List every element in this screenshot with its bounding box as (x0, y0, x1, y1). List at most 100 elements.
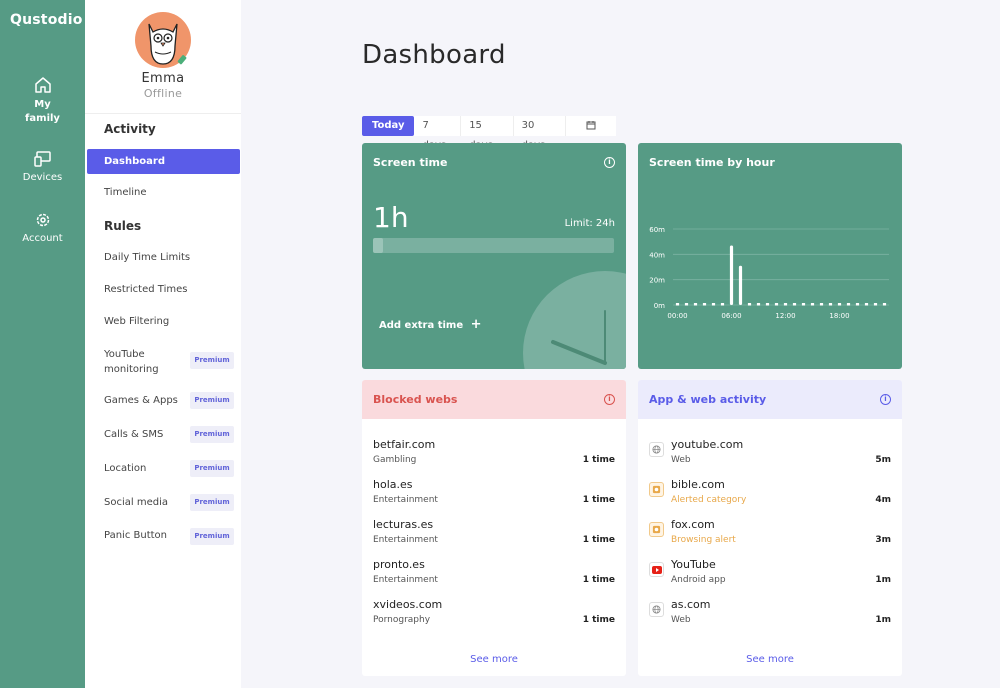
menu-games-apps[interactable]: Games & Apps (104, 395, 178, 406)
rail-devices[interactable]: Devices (0, 150, 85, 183)
screen-time-title: Screen time (373, 156, 448, 169)
rail-my-family[interactable]: My family (0, 76, 85, 126)
hour-bar[interactable] (810, 303, 815, 306)
block-count: 1 time (582, 615, 615, 625)
screen-time-value: 1h (373, 201, 409, 234)
x-tick-label: 06:00 (721, 312, 741, 320)
profile-name: Emma (141, 71, 185, 86)
profile-status: Offline (143, 87, 183, 100)
usage-time: 1m (875, 575, 891, 585)
app-name: bible.com (671, 478, 725, 491)
info-icon[interactable]: i (604, 157, 615, 168)
rail-account[interactable]: Account (0, 211, 85, 244)
hour-bar[interactable] (702, 303, 707, 306)
hour-bar[interactable] (864, 303, 869, 306)
calendar-icon (586, 121, 596, 130)
youtube-icon (649, 562, 664, 577)
app-name: YouTube (671, 558, 716, 571)
screen-time-limit: Limit: 24h (564, 218, 615, 229)
app-activity-see-more-link[interactable]: See more (746, 654, 794, 665)
site-category: Pornography (373, 615, 431, 625)
hour-bar[interactable] (774, 303, 779, 306)
hour-bar[interactable] (801, 303, 806, 306)
info-icon[interactable]: i (880, 394, 891, 405)
blocked-webs-see-more-link[interactable]: See more (470, 654, 518, 665)
hour-chart: 0m 20m 40m 60m 00:00 06:00 12:00 18:00 (649, 226, 889, 320)
list-item[interactable]: lecturas.es Entertainment 1 time (362, 518, 626, 558)
add-extra-time-button[interactable]: Add extra time + (379, 317, 482, 332)
app-activity-header: App & web activity i (638, 380, 902, 419)
hour-bar[interactable] (792, 303, 797, 306)
block-count: 1 time (582, 575, 615, 585)
tab-15-days[interactable]: 15 days (461, 116, 514, 151)
period-tabs: Today 7 days 15 days 30 days (362, 116, 616, 151)
hour-bar[interactable] (882, 303, 887, 306)
hour-bar[interactable] (846, 303, 851, 306)
hour-bar[interactable] (747, 303, 752, 306)
hour-bar[interactable] (675, 303, 680, 306)
menu-timeline[interactable]: Timeline (104, 187, 147, 198)
menu-restricted-times[interactable]: Restricted Times (104, 284, 188, 295)
menu-social-media[interactable]: Social media (104, 497, 168, 508)
block-count: 1 time (582, 455, 615, 465)
devices-icon (33, 151, 51, 167)
menu-location[interactable]: Location (104, 463, 147, 474)
plus-icon: + (470, 317, 482, 332)
app-web-activity-card: App & web activity i youtube.com Web 5m … (638, 380, 902, 676)
hour-bar[interactable] (738, 265, 743, 305)
list-item[interactable]: xvideos.com Pornography 1 time (362, 598, 626, 638)
menu-daily-time-limits[interactable]: Daily Time Limits (104, 252, 191, 263)
hour-bar[interactable] (693, 303, 698, 306)
hour-bar[interactable] (711, 303, 716, 306)
list-item[interactable]: hola.es Entertainment 1 time (362, 478, 626, 518)
menu-web-filtering[interactable]: Web Filtering (104, 316, 170, 327)
site-category: Entertainment (373, 575, 438, 585)
tab-7-days[interactable]: 7 days (414, 116, 462, 151)
menu-dashboard[interactable]: Dashboard (87, 149, 240, 174)
rules-heading: Rules (104, 219, 142, 233)
premium-badge: Premium (190, 528, 234, 545)
globe-icon (649, 602, 664, 617)
brand-logo[interactable]: Qustodio (10, 12, 83, 28)
tab-30-days[interactable]: 30 days (514, 116, 566, 151)
blocked-webs-card: Blocked webs i betfair.com Gambling 1 ti… (362, 380, 626, 676)
menu-youtube-monitoring[interactable]: YouTube monitoring (104, 349, 159, 375)
add-extra-time-label: Add extra time (379, 320, 464, 331)
hour-bar[interactable] (783, 303, 788, 306)
owl-avatar[interactable] (133, 10, 193, 70)
app-name: youtube.com (671, 438, 744, 451)
hour-bar[interactable] (855, 303, 860, 306)
app-name: fox.com (671, 518, 715, 531)
page-title: Dashboard (362, 40, 506, 70)
hour-bar[interactable] (828, 303, 833, 306)
x-tick-label: 12:00 (775, 312, 795, 320)
left-rail: Qustodio My family Devices Account (0, 0, 85, 688)
menu-calls-sms[interactable]: Calls & SMS (104, 429, 164, 440)
tab-today[interactable]: Today (362, 116, 415, 136)
list-item[interactable]: YouTube Android app 1m (638, 558, 902, 598)
activity-heading: Activity (104, 122, 156, 136)
app-category: Android app (671, 575, 726, 585)
block-count: 1 time (582, 535, 615, 545)
hour-bar[interactable] (720, 303, 725, 306)
divider (85, 113, 241, 114)
menu-panic-button[interactable]: Panic Button (104, 530, 167, 541)
list-item[interactable]: bible.com Alerted category 4m (638, 478, 902, 518)
list-item[interactable]: youtube.com Web 5m (638, 438, 902, 478)
list-item[interactable]: pronto.es Entertainment 1 time (362, 558, 626, 598)
hour-bar[interactable] (765, 303, 770, 306)
list-item[interactable]: fox.com Browsing alert 3m (638, 518, 902, 558)
x-tick-label: 00:00 (667, 312, 687, 320)
hour-bar[interactable] (873, 303, 878, 306)
hour-bar[interactable] (729, 245, 734, 305)
hour-bar[interactable] (837, 303, 842, 306)
info-icon[interactable]: i (604, 394, 615, 405)
usage-time: 4m (875, 495, 891, 505)
hour-bar[interactable] (819, 303, 824, 306)
hour-bar[interactable] (684, 303, 689, 306)
hour-bar[interactable] (756, 303, 761, 306)
list-item[interactable]: as.com Web 1m (638, 598, 902, 638)
list-item[interactable]: betfair.com Gambling 1 time (362, 438, 626, 478)
tab-calendar[interactable] (566, 116, 616, 136)
y-tick-label: 20m (649, 277, 665, 285)
